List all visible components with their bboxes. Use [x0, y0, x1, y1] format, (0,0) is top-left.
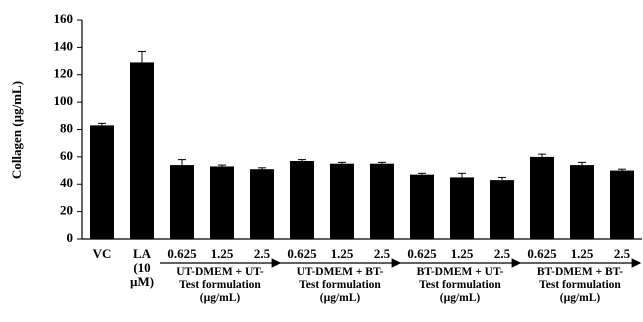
x-tick-label: 0.625 [527, 246, 557, 261]
group-label: BT-DMEM + BT- Test formulation (µg/mL) [536, 266, 624, 304]
y-tick-label: 20 [60, 203, 73, 218]
bar [490, 180, 514, 239]
bar [410, 174, 434, 239]
y-tick-label: 120 [54, 66, 74, 81]
bar [330, 163, 354, 239]
bar [250, 169, 274, 239]
x-tick-label: 0.625 [407, 246, 437, 261]
y-tick-label: 80 [60, 120, 73, 135]
x-tick-label: 1.25 [450, 246, 474, 261]
group-label: UT-DMEM + BT- Test formulation (µg/mL) [296, 266, 384, 304]
x-tick-label: 0.625 [287, 246, 317, 261]
y-tick-label: 60 [60, 148, 73, 163]
group-label: BT-DMEM + UT- Test formulation (µg/mL) [416, 266, 504, 304]
x-tick-label: 2.5 [613, 246, 631, 261]
bar [370, 163, 394, 239]
x-tick-label: 1.25 [570, 246, 594, 261]
y-tick-label: 100 [54, 93, 74, 108]
bar [130, 62, 154, 240]
bar [610, 170, 634, 239]
bar [290, 160, 314, 239]
y-tick-label: 0 [67, 230, 74, 245]
y-tick-label: 40 [60, 175, 73, 190]
x-tick-label: 2.5 [253, 246, 271, 261]
bar [570, 165, 594, 239]
x-tick-label: 2.5 [493, 246, 511, 261]
bar [210, 166, 234, 239]
y-tick-label: 160 [54, 11, 74, 26]
x-tick-label: 0.625 [167, 246, 197, 261]
x-tick-label: LA (10 µM) [129, 246, 155, 289]
bar [530, 156, 554, 239]
x-tick-label: 1.25 [210, 246, 234, 261]
y-axis-label: Collagen (µg/mL) [9, 81, 24, 179]
x-tick-label: VC [92, 246, 112, 261]
bar [90, 125, 114, 239]
bar [170, 165, 194, 239]
x-tick-label: 2.5 [373, 246, 391, 261]
bar [450, 177, 474, 239]
y-tick-label: 140 [54, 38, 74, 53]
group-label: UT-DMEM + UT- Test formulation (µg/mL) [176, 266, 264, 304]
x-tick-label: 1.25 [330, 246, 354, 261]
